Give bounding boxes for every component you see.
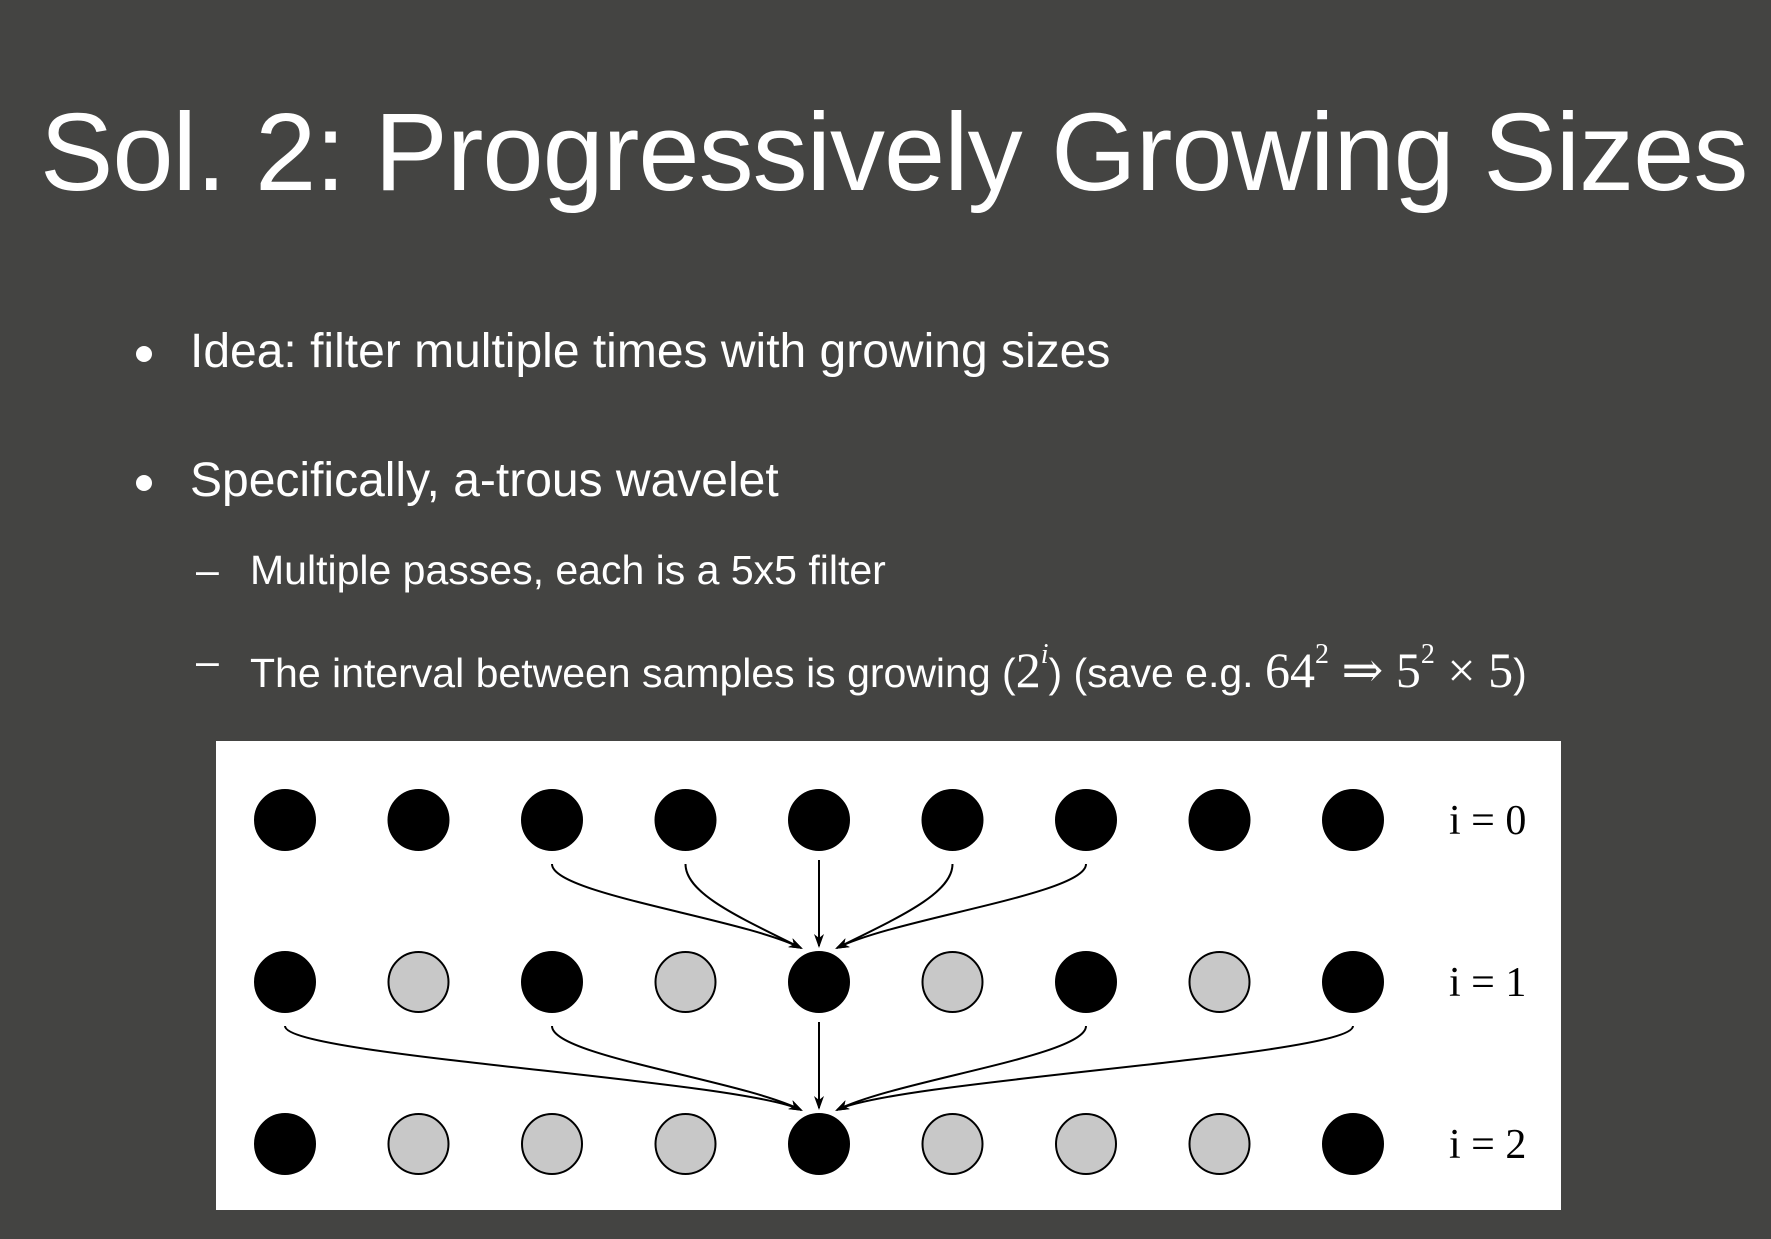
dash-icon: – bbox=[196, 547, 219, 593]
sample-node-row2-col7 bbox=[1188, 1113, 1251, 1175]
sample-node-row1-col1 bbox=[387, 951, 450, 1013]
filter-arrow-pass1-src2 bbox=[551, 1025, 803, 1111]
filter-arrow-pass1-src8 bbox=[835, 1025, 1354, 1111]
times-sign: × bbox=[1447, 642, 1476, 698]
math-5-passes: 5 bbox=[1488, 642, 1514, 698]
sample-node-row2-col3 bbox=[654, 1113, 717, 1175]
bullet-text: Specifically, a-trous wavelet bbox=[190, 454, 779, 507]
bullet-text: Idea: filter multiple times with growing… bbox=[190, 325, 1111, 378]
dash-icon: – bbox=[196, 638, 219, 684]
sample-node-row2-col0 bbox=[254, 1113, 316, 1175]
sample-node-row0-col7 bbox=[1188, 789, 1251, 851]
sub-bullet-text: The interval between samples is growing … bbox=[250, 639, 1527, 698]
sample-node-row1-col7 bbox=[1188, 951, 1251, 1013]
sample-node-row1-col3 bbox=[654, 951, 717, 1013]
filter-arrow-pass1-src0 bbox=[284, 1025, 803, 1111]
sample-node-row2-col6 bbox=[1055, 1113, 1117, 1175]
sample-node-row2-col8 bbox=[1322, 1113, 1384, 1175]
filter-arrow-pass1-src6 bbox=[835, 1025, 1087, 1111]
interval-prefix: The interval between samples is growing … bbox=[250, 650, 1016, 696]
sample-node-row1-col0 bbox=[254, 951, 316, 1013]
sample-node-row0-col8 bbox=[1322, 789, 1384, 851]
math-64: 64 bbox=[1264, 642, 1315, 698]
sample-node-row2-col4 bbox=[788, 1113, 850, 1175]
row-label-2: i = 2 bbox=[1449, 1122, 1526, 1168]
sample-node-row2-col1 bbox=[387, 1113, 450, 1175]
implies-arrow-icon: ⇒ bbox=[1341, 642, 1384, 698]
math-cost-equation: 642 ⇒ 52 × 5 bbox=[1264, 639, 1514, 698]
bullet-dot-icon bbox=[136, 475, 152, 491]
interval-middle: ) (save e.g. bbox=[1048, 650, 1265, 696]
row-label-0: i = 0 bbox=[1449, 798, 1526, 844]
sample-node-row1-col4 bbox=[788, 951, 850, 1013]
row-label-1: i = 1 bbox=[1449, 960, 1526, 1006]
math-power-2i: 2i bbox=[1015, 639, 1049, 698]
sample-node-row1-col5 bbox=[921, 951, 984, 1013]
sample-node-row0-col2 bbox=[521, 789, 583, 851]
sample-node-row2-col2 bbox=[521, 1113, 583, 1175]
sample-node-row0-col4 bbox=[788, 789, 850, 851]
math-5-exp: 2 bbox=[1420, 639, 1435, 670]
math-base: 2 bbox=[1015, 642, 1041, 698]
bullet-dot-icon bbox=[136, 346, 152, 362]
sample-node-row1-col2 bbox=[521, 951, 583, 1013]
filter-arrow-pass0-src5 bbox=[835, 863, 954, 949]
slide-title: Sol. 2: Progressively Growing Sizes bbox=[40, 91, 1748, 214]
interval-suffix: ) bbox=[1513, 650, 1527, 696]
sample-node-row0-col3 bbox=[654, 789, 717, 851]
atrous-diagram: i = 0 i = 1 i = 2 bbox=[216, 741, 1561, 1210]
sub-bullet-text: Multiple passes, each is a 5x5 filter bbox=[250, 547, 886, 593]
filter-arrow-pass0-src6 bbox=[835, 863, 1087, 949]
math-5: 5 bbox=[1395, 642, 1421, 698]
sample-node-row0-col5 bbox=[921, 789, 984, 851]
sample-node-row0-col1 bbox=[387, 789, 450, 851]
filter-arrow-pass0-src3 bbox=[684, 863, 803, 949]
sample-node-row0-col0 bbox=[254, 789, 316, 851]
sample-node-row2-col5 bbox=[921, 1113, 984, 1175]
math-exponent: i bbox=[1040, 639, 1049, 670]
math-64-exp: 2 bbox=[1314, 639, 1329, 670]
sample-node-row1-col8 bbox=[1322, 951, 1384, 1013]
filter-arrow-pass0-src2 bbox=[551, 863, 803, 949]
sample-node-row1-col6 bbox=[1055, 951, 1117, 1013]
sample-node-row0-col6 bbox=[1055, 789, 1117, 851]
atrous-diagram-svg: i = 0 i = 1 i = 2 bbox=[254, 789, 1526, 1175]
